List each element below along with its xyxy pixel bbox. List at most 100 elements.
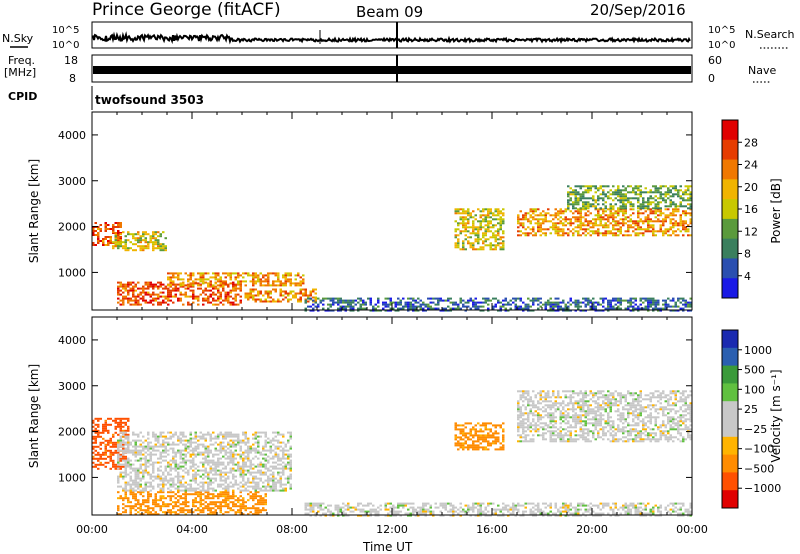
power-cell [689,234,692,237]
power-cell [569,220,572,223]
velocity-cell [369,508,372,511]
velocity-cell [104,465,107,468]
velocity-cell [522,504,525,507]
velocity-cell [652,508,655,511]
velocity-cell [232,509,235,512]
power-cell [652,230,655,233]
velocity-cell [142,445,145,448]
power-cell [574,230,577,233]
velocity-cell [222,435,225,438]
power-cell [624,212,627,215]
power-cell [619,195,622,198]
power-cell [457,212,460,215]
velocity-cell [109,437,112,440]
velocity-cell [207,475,210,478]
velocity-cell [124,421,127,424]
power-cell [414,307,417,310]
power-cell [137,241,140,244]
power-cell [682,212,685,215]
power-cell [297,298,300,301]
velocity-cell [184,463,187,466]
velocity-cell [317,506,320,509]
power-cell [199,287,202,290]
power-cell [389,303,392,306]
power-cell [214,299,217,302]
power-cell [669,195,672,198]
power-cell [677,205,680,208]
velocity-cell [134,489,137,492]
velocity-cell [189,437,192,440]
velocity-cell [244,465,247,468]
velocity-cell [167,437,170,440]
power-cell [637,220,640,223]
power-cell [619,201,622,204]
power-cell [122,241,125,244]
velocity-cell [209,483,212,486]
power-cell [294,278,297,281]
velocity-cell [122,439,125,442]
velocity-cell [192,503,195,506]
velocity-cell [124,465,127,468]
power-cell [234,303,237,306]
power-cell [462,305,465,308]
power-cell [569,299,572,302]
velocity-cell [129,477,132,480]
velocity-echo-region [304,502,692,517]
velocity-cell [252,507,255,510]
power-cell [199,284,202,287]
power-cell [612,220,615,223]
velocity-cell [624,510,627,513]
velocity-cell [537,506,540,509]
velocity-cell [204,451,207,454]
velocity-cell [119,471,122,474]
power-cell [487,208,490,211]
velocity-cell [317,510,320,513]
velocity-cell [577,502,580,505]
power-cell [602,210,605,213]
power-cell [217,280,220,283]
power-cell [292,290,295,293]
power-cell [609,205,612,208]
power-cell [299,296,302,299]
power-cell [152,285,155,288]
velocity-cell [97,431,100,434]
velocity-cell [319,504,322,507]
velocity-cell [132,433,135,436]
velocity-cell [157,461,160,464]
power-cell [389,297,392,300]
velocity-cell [219,475,222,478]
power-cell [269,272,272,275]
velocity-cell [247,489,250,492]
velocity-cell [162,473,165,476]
velocity-cell [169,513,172,516]
velocity-cell [359,502,362,505]
power-cell [669,203,672,206]
velocity-cell [169,463,172,466]
power-cell [532,230,535,233]
velocity-cell [224,453,227,456]
velocity-cell [114,419,117,422]
power-cell [399,307,402,310]
power-cell [147,301,150,304]
power-cell [207,282,210,285]
velocity-cell [547,504,550,507]
velocity-cell [157,473,160,476]
velocity-cell [224,493,227,496]
power-cell [132,237,135,240]
power-cell [669,226,672,229]
velocity-cell [524,510,527,513]
power-cell [174,289,177,292]
velocity-cell [169,431,172,434]
power-cell [569,218,572,221]
power-cell [687,203,690,206]
velocity-cell [289,455,292,458]
velocity-cell [264,445,267,448]
power-cell [552,214,555,217]
power-cell [667,205,670,208]
velocity-cell [312,506,315,509]
velocity-cell [147,499,150,502]
velocity-cell [122,433,125,436]
velocity-cell [147,431,150,434]
power-cell [239,285,242,288]
velocity-cell [264,463,267,466]
